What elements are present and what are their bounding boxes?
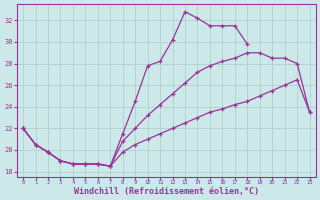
X-axis label: Windchill (Refroidissement éolien,°C): Windchill (Refroidissement éolien,°C) [74, 187, 259, 196]
